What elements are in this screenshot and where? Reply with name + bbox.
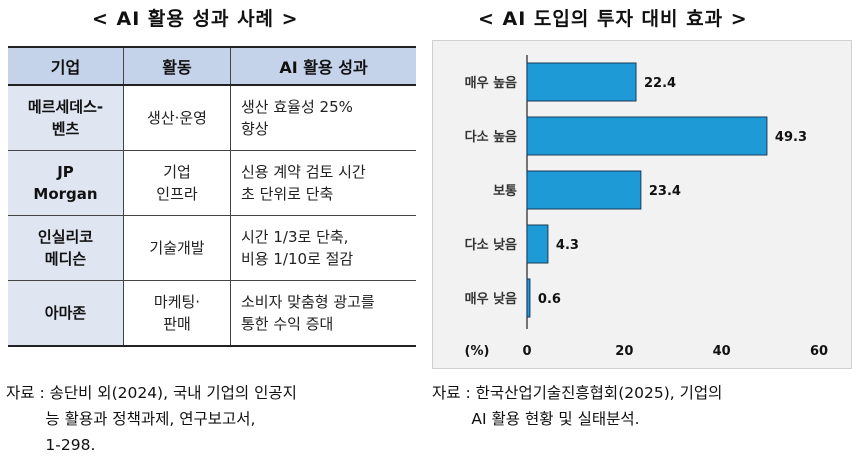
- data-label: 49.3: [775, 130, 807, 145]
- bar: [526, 224, 549, 264]
- x-tick-label: 20: [615, 344, 633, 359]
- table-row: 아마존 마케팅· 판매 소비자 맞춤형 광고를 통한 수익 증대: [8, 280, 416, 347]
- chart-title: < AI 도입의 투자 대비 효과 >: [478, 8, 748, 30]
- category-label: 매우 낮음: [465, 291, 517, 307]
- category-label: 매우 높음: [465, 75, 517, 91]
- x-tick-label: 60: [810, 344, 828, 359]
- result-cell: 시간 1/3로 단축, 비용 1/10로 절감: [230, 215, 416, 281]
- table-header-row: 기업 활동 AI 활용 성과: [8, 46, 416, 86]
- category-label: 다소 높음: [465, 129, 517, 145]
- data-label: 4.3: [556, 238, 579, 253]
- header-result: AI 활용 성과: [230, 46, 416, 86]
- result-cell: 소비자 맞춤형 광고를 통한 수익 증대: [230, 280, 416, 347]
- category-label: 보통: [493, 184, 517, 199]
- header-activity: 활동: [123, 46, 231, 86]
- x-tick-label: 0: [522, 344, 531, 359]
- x-tick-label: 40: [713, 344, 731, 359]
- bar: [526, 116, 768, 156]
- data-label: 23.4: [649, 184, 681, 199]
- bar: [526, 62, 637, 102]
- header-company: 기업: [8, 46, 124, 86]
- result-cell: 신용 계약 검토 시간 초 단위로 단축: [230, 150, 416, 216]
- data-label: 0.6: [538, 292, 561, 307]
- category-label: 다소 낮음: [465, 237, 517, 253]
- bar: [526, 170, 642, 210]
- activity-cell: 기업 인프라: [123, 150, 231, 216]
- roi-bar-chart-svg: 매우 높음 22.4 다소 높음 49.3 보통 23.4 다소 낮음 4.3 매우 낮음 0.6…: [465, 55, 828, 359]
- ai-cases-table: 기업 활동 AI 활용 성과 메르세데스- 벤츠 생산·운영 생산 효율성 25…: [8, 46, 416, 347]
- activity-cell: 기술개발: [123, 215, 231, 281]
- table-source-note: 자료 : 송단비 외(2024), 국내 기업의 인공지 능 활용과 정책과제,…: [6, 384, 297, 454]
- company-cell: 아마존: [8, 280, 124, 347]
- table-row: JP Morgan 기업 인프라 신용 계약 검토 시간 초 단위로 단축: [8, 150, 416, 216]
- x-axis-unit-label: (%): [465, 344, 490, 359]
- roi-chart: 매우 높음 22.4 다소 높음 49.3 보통 23.4 다소 낮음 4.3 매우 낮음 0.6…: [432, 40, 852, 369]
- chart-source-note: 자료 : 한국산업기술진흥협회(2025), 기업의 AI 활용 현황 및 실태…: [432, 384, 723, 428]
- bar: [526, 278, 531, 318]
- table-row: 메르세데스- 벤츠 생산·운영 생산 효율성 25% 향상: [8, 85, 416, 151]
- activity-cell: 생산·운영: [123, 85, 231, 151]
- table-row: 인실리코 메디슨 기술개발 시간 1/3로 단축, 비용 1/10로 절감: [8, 215, 416, 281]
- activity-cell: 마케팅· 판매: [123, 280, 231, 347]
- data-label: 22.4: [644, 76, 676, 91]
- company-cell: 인실리코 메디슨: [8, 215, 124, 281]
- company-cell: 메르세데스- 벤츠: [8, 85, 124, 151]
- company-cell: JP Morgan: [8, 150, 124, 216]
- case-table-title: < AI 활용 성과 사례 >: [92, 8, 299, 30]
- result-cell: 생산 효율성 25% 향상: [230, 85, 416, 151]
